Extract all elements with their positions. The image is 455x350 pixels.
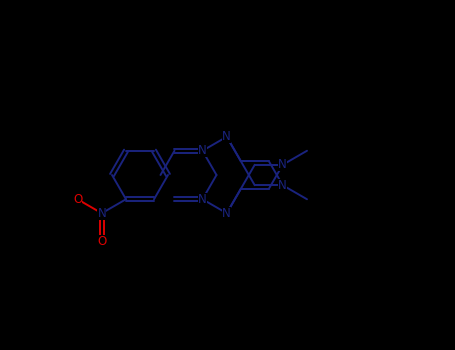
Text: N: N (278, 158, 287, 171)
Text: N: N (97, 207, 106, 220)
Text: O: O (97, 235, 106, 248)
Text: N: N (222, 130, 231, 143)
Text: N: N (198, 193, 207, 206)
Text: N: N (198, 144, 207, 157)
Text: O: O (73, 193, 82, 206)
Text: N: N (222, 207, 231, 220)
Text: N: N (278, 179, 287, 192)
